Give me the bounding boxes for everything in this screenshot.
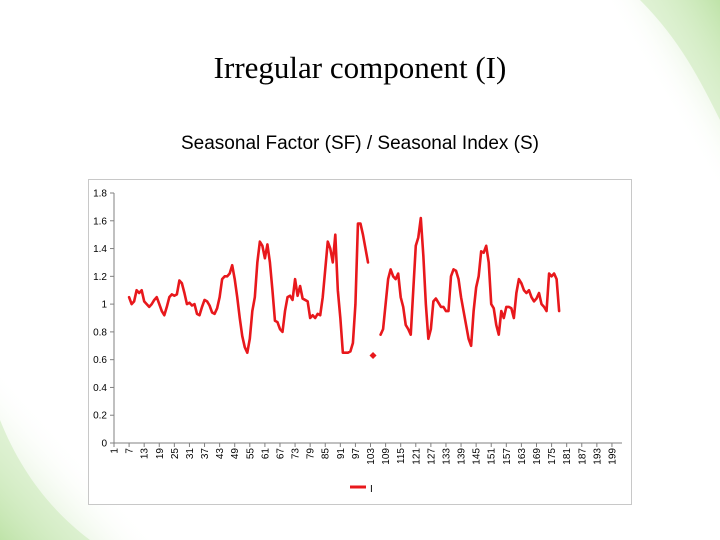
x-tick-label: 199 xyxy=(607,448,618,465)
y-tick-label: 0.6 xyxy=(93,355,107,366)
x-tick-label: 49 xyxy=(230,448,241,460)
x-tick-label: 55 xyxy=(245,448,256,460)
line-chart: 00.20.40.60.811.21.41.61.8 1 7 13 19 25 31 37 4… xyxy=(93,189,622,495)
chart-area xyxy=(88,179,632,505)
x-tick-label: 61 xyxy=(260,448,271,460)
x-tick-label: 79 xyxy=(306,448,317,460)
y-tick-label: 1.6 xyxy=(93,216,107,227)
x-tick-label: 31 xyxy=(185,448,196,460)
x-tick-label: 115 xyxy=(396,448,407,464)
x-tick-label: 193 xyxy=(592,448,603,465)
x-tick-label: 145 xyxy=(472,448,483,465)
x-tick-label: 67 xyxy=(275,448,286,460)
legend-label: I xyxy=(370,484,373,495)
x-tick-label: 19 xyxy=(155,448,166,460)
x-tick-label: 1 xyxy=(110,448,121,454)
x-tick-label: 13 xyxy=(140,448,151,460)
x-tick-label: 121 xyxy=(411,448,422,465)
x-tick-label: 133 xyxy=(441,448,452,465)
x-tick-label: 37 xyxy=(200,448,211,460)
x-tick-label: 175 xyxy=(547,448,558,465)
x-tick-label: 97 xyxy=(351,448,362,460)
slide-title: Irregular component (I) xyxy=(213,50,507,85)
x-tick-label: 151 xyxy=(487,448,498,465)
y-tick-label: 0.8 xyxy=(93,327,107,338)
x-tick-label: 73 xyxy=(291,448,302,460)
x-tick-label: 157 xyxy=(502,448,513,465)
x-tick-label: 109 xyxy=(381,448,392,465)
x-tick-label: 169 xyxy=(532,448,543,465)
x-tick-label: 103 xyxy=(366,448,377,465)
series-line-segment xyxy=(379,216,561,348)
x-tick-label: 127 xyxy=(426,448,437,465)
y-tick-label: 0.2 xyxy=(93,411,107,422)
y-tick-label: 0 xyxy=(101,439,107,450)
x-tick-label: 85 xyxy=(321,448,332,460)
x-tick-label: 139 xyxy=(457,448,468,465)
y-tick-label: 1 xyxy=(101,300,107,311)
x-tick-label: 181 xyxy=(562,448,573,465)
y-tick-label: 1.4 xyxy=(93,244,107,255)
y-tick-label: 0.4 xyxy=(93,383,107,394)
data-point xyxy=(369,351,377,360)
x-tick-label: 7 xyxy=(125,448,136,454)
x-tick-label: 91 xyxy=(336,448,347,460)
chart-title: Seasonal Factor (SF) / Seasonal Index (S… xyxy=(181,133,539,154)
series-line-segment xyxy=(127,222,370,355)
x-tick-label: 25 xyxy=(170,448,181,460)
x-tick-label: 43 xyxy=(215,448,226,460)
y-tick-label: 1.8 xyxy=(93,189,107,200)
y-tick-label: 1.2 xyxy=(93,272,107,283)
x-tick-label: 163 xyxy=(517,448,528,465)
x-tick-label: 187 xyxy=(577,448,588,465)
